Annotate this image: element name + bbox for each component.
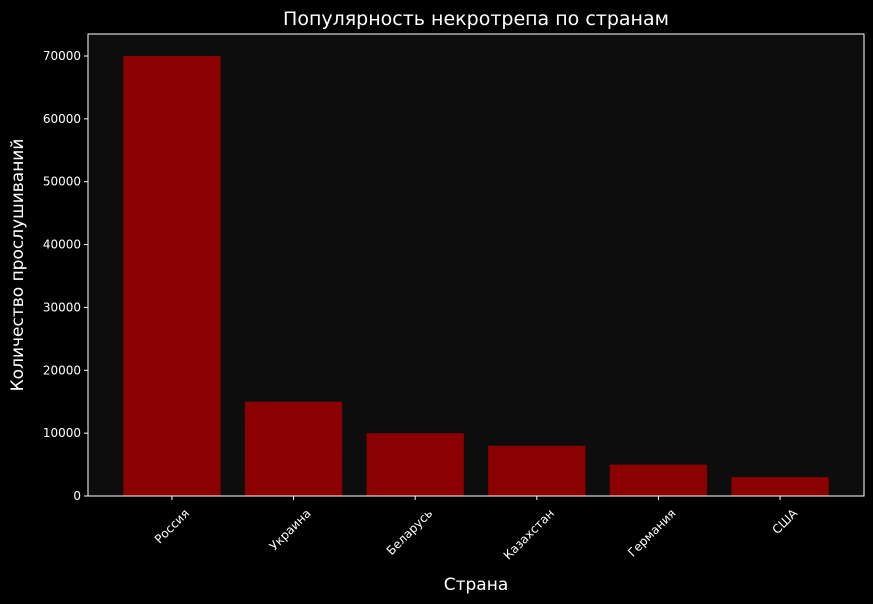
y-tick-label: 60000 <box>43 112 81 126</box>
y-tick-label: 0 <box>73 489 81 503</box>
bar <box>244 401 343 496</box>
y-tick-label: 30000 <box>43 300 81 314</box>
y-tick-label: 10000 <box>43 426 81 440</box>
y-tick-label: 40000 <box>43 238 81 252</box>
bar <box>609 464 708 496</box>
bar <box>366 433 464 496</box>
y-tick-label: 50000 <box>43 175 81 189</box>
bar <box>731 477 829 496</box>
y-tick-label: 20000 <box>43 363 81 377</box>
bar <box>123 56 221 496</box>
x-axis-label: Страна <box>444 575 509 595</box>
bar <box>488 445 586 496</box>
y-axis-label: Количество прослушиваний <box>8 139 28 392</box>
plot-frame <box>87 33 865 497</box>
y-tick-label: 70000 <box>43 49 81 63</box>
chart-title: Популярность некротрепа по странам <box>283 8 669 30</box>
